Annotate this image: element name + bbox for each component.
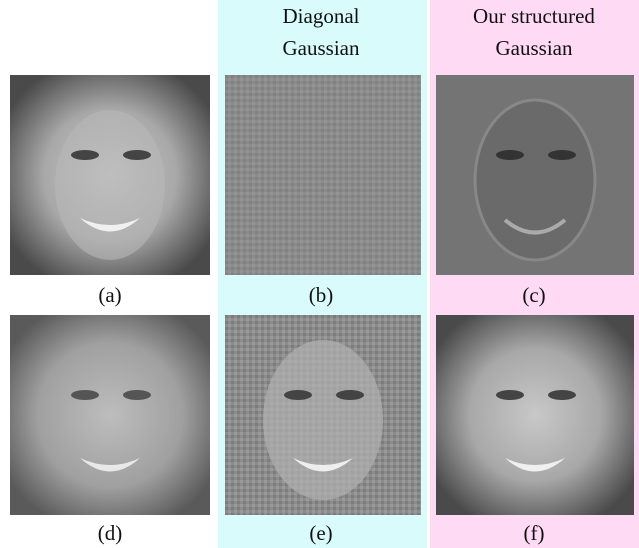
image [225,315,421,515]
image [10,315,210,515]
header-line: Gaussian [496,36,573,60]
caption: (b) [309,283,334,307]
header-line: Gaussian [283,36,360,60]
image [10,75,210,275]
image [436,315,634,515]
image [225,75,421,275]
caption: (e) [309,521,332,545]
caption: (a) [98,283,121,307]
image [436,75,634,275]
header-line: Our structured [473,4,595,28]
header-line: Diagonal [283,4,360,28]
caption: (f) [524,521,545,545]
caption: (d) [98,521,123,545]
caption: (c) [522,283,545,307]
